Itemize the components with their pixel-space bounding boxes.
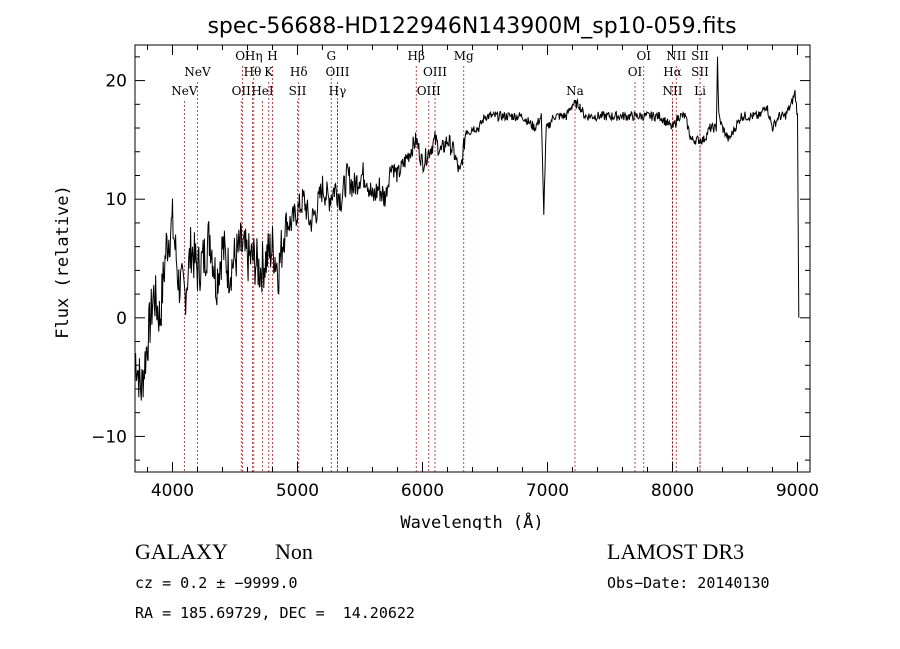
x-tick-label: 8000	[651, 481, 694, 501]
line-marker-label: OI	[628, 65, 643, 79]
line-marker-label: OIII	[325, 65, 349, 79]
line-marker-label: OI	[636, 49, 651, 63]
line-marker-label: NeV	[171, 84, 198, 98]
redshift-text: cz = 0.2 ± −9999.0	[135, 574, 298, 592]
line-marker-label: G	[326, 49, 336, 63]
line-marker-label: HeI	[251, 84, 274, 98]
object-subclass: Non	[275, 539, 313, 564]
line-marker-label: NII	[666, 49, 686, 63]
chart-title: spec-56688-HD122946N143900M_sp10-059.fit…	[207, 14, 736, 39]
spectrum-series	[134, 56, 800, 401]
line-marker-label: OI	[235, 49, 250, 63]
y-tick-label: 10	[105, 190, 127, 210]
x-tick-label: 4000	[151, 481, 194, 501]
line-marker-label: Hα	[663, 65, 682, 79]
line-marker-label: SII	[691, 49, 709, 63]
spectrum-line	[134, 56, 800, 401]
line-marker-label: SII	[289, 84, 307, 98]
line-marker-label: Hη	[245, 49, 263, 63]
emission-line-markers: NeVNeVOIIOIHηHθHeIKHHδSIIGOIIIHγHβOIIIOI…	[171, 49, 709, 472]
survey-name: LAMOST DR3	[607, 539, 745, 564]
line-marker-label: Li	[694, 84, 706, 98]
line-marker-label: Mg	[454, 49, 474, 63]
y-axis-label: Flux (relative)	[53, 185, 73, 339]
object-class: GALAXY	[135, 539, 228, 564]
line-marker-label: NII	[663, 84, 683, 98]
line-marker-label: OIII	[417, 84, 441, 98]
line-marker-label: H	[267, 49, 277, 63]
y-axis: −10 0 10 20	[91, 56, 810, 461]
y-tick-label: 0	[116, 309, 127, 329]
x-axis-label: Wavelength (Å)	[400, 511, 543, 530]
line-marker-label: Hθ	[244, 65, 262, 79]
x-tick-label: 9000	[776, 481, 819, 501]
x-tick-label: 6000	[401, 481, 444, 501]
x-axis: 4000 5000 6000 7000 8000 9000	[147, 45, 819, 501]
obs-date-text: Obs−Date: 20140130	[607, 574, 770, 592]
line-marker-label: Hγ	[329, 84, 347, 98]
x-tick-label: 5000	[276, 481, 319, 501]
line-marker-label: OIII	[423, 65, 447, 79]
x-tick-label: 7000	[526, 481, 569, 501]
spectrum-plot: spec-56688-HD122946N143900M_sp10-059.fit…	[53, 14, 819, 530]
line-marker-label: NeV	[184, 65, 211, 79]
coordinates-text: RA = 185.69729, DEC = 14.20622	[135, 604, 415, 622]
line-marker-label: K	[264, 65, 274, 79]
y-tick-label: 20	[105, 72, 127, 92]
line-marker-label: Na	[566, 84, 584, 98]
line-marker-label: Hδ	[290, 65, 308, 79]
y-tick-label: −10	[91, 427, 127, 447]
line-marker-label: OII	[232, 84, 252, 98]
line-marker-label: SII	[691, 65, 709, 79]
line-marker-label: Hβ	[408, 49, 425, 63]
